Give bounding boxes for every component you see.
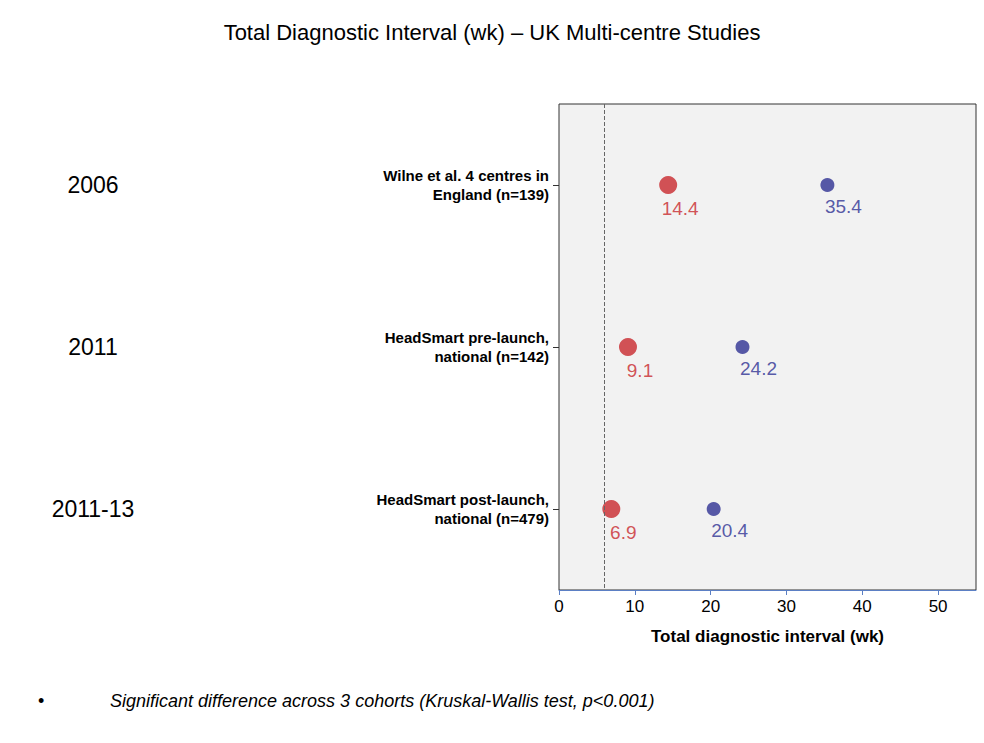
svg-text:40: 40 bbox=[853, 597, 872, 616]
svg-text:6.9: 6.9 bbox=[610, 522, 636, 543]
svg-text:national (n=479): national (n=479) bbox=[434, 510, 549, 527]
svg-text:20: 20 bbox=[701, 597, 720, 616]
svg-text:Significant difference across: Significant difference across 3 cohorts … bbox=[110, 691, 654, 711]
svg-text:9.1: 9.1 bbox=[627, 360, 653, 381]
svg-text:•: • bbox=[38, 691, 44, 711]
svg-text:national (n=142): national (n=142) bbox=[434, 348, 549, 365]
svg-text:2006: 2006 bbox=[67, 172, 118, 198]
svg-text:HeadSmart post-launch,: HeadSmart post-launch, bbox=[376, 491, 549, 508]
svg-text:2011-13: 2011-13 bbox=[52, 496, 135, 522]
svg-text:2011: 2011 bbox=[68, 334, 117, 360]
svg-text:30: 30 bbox=[777, 597, 796, 616]
svg-text:Wilne et al. 4 centres in: Wilne et al. 4 centres in bbox=[383, 167, 549, 184]
svg-text:50: 50 bbox=[929, 597, 948, 616]
svg-text:20.4: 20.4 bbox=[711, 520, 748, 541]
svg-text:14.4: 14.4 bbox=[662, 198, 699, 219]
svg-text:England (n=139): England (n=139) bbox=[433, 186, 549, 203]
svg-text:10: 10 bbox=[625, 597, 644, 616]
svg-text:24.2: 24.2 bbox=[740, 358, 777, 379]
svg-text:Total diagnostic interval (wk): Total diagnostic interval (wk) bbox=[651, 627, 884, 646]
svg-text:Total Diagnostic Interval (wk): Total Diagnostic Interval (wk) – UK Mult… bbox=[224, 20, 761, 45]
svg-text:0: 0 bbox=[554, 597, 563, 616]
svg-text:HeadSmart pre-launch,: HeadSmart pre-launch, bbox=[385, 329, 549, 346]
svg-text:35.4: 35.4 bbox=[825, 196, 862, 217]
